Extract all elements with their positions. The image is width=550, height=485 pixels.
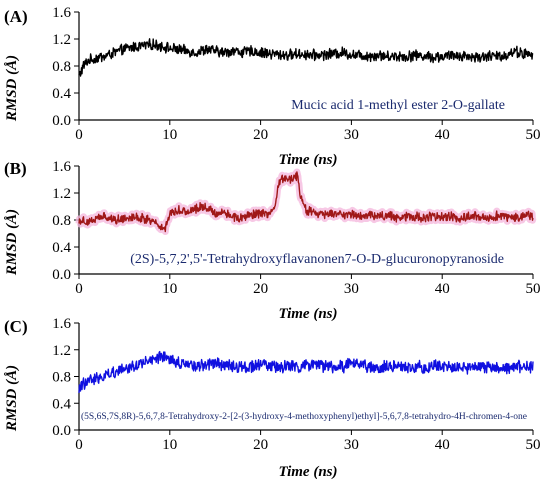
y-tick-label: 1.2 [52,343,71,359]
x-tick-label: 40 [435,437,450,453]
x-tick-label: 20 [253,281,268,297]
y-tick-label: 0.4 [52,396,71,412]
x-tick-label: 0 [75,281,83,297]
x-tick-label: 40 [435,281,450,297]
y-tick-label: 0.4 [52,240,71,256]
x-tick-label: 50 [526,281,541,297]
x-tick-label: 20 [253,127,268,143]
panel-c: (C) RMSD (Å) Time (ns) 0.0 0.4 0.8 1.2 1.6 0 1… [4,316,541,480]
y-tick-label: 0.0 [52,267,71,283]
y-tick-label: 0.0 [52,113,71,129]
x-tick-label: 30 [344,281,359,297]
y-tick-label: 1.6 [52,159,71,175]
y-axis-label-a: RMSD (Å) [4,55,20,122]
series-shade-b [75,168,537,235]
panel-letter-c: (C) [4,317,28,336]
panel-a: (A) RMSD (Å) Time (ns) 0.0 0.4 0.8 1.2 1.6 0 1… [4,5,541,168]
molecule-annotation-c: (5S,6S,7S,8R)-5,6,7,8-Tetrahydroxy-2-[2-… [81,411,527,422]
rmsd-series-line-b [78,171,534,233]
x-axis-label-a: Time (ns) [278,152,337,168]
y-tick-label: 1.6 [52,5,71,21]
x-tick-label: 50 [526,127,541,143]
x-tick-label: 0 [75,127,83,143]
y-tick-label: 1.2 [52,32,71,48]
y-tick-label: 0.4 [52,86,71,102]
y-axis-label-c: RMSD (Å) [4,365,20,432]
y-tick-label: 0.0 [52,423,71,439]
y-tick-label: 1.2 [52,186,71,202]
y-axis-label-b: RMSD (Å) [4,209,20,276]
y-tick-label: 0.8 [52,213,71,229]
x-tick-label: 10 [162,437,177,453]
panel-letter-b: (B) [4,159,27,178]
x-tick-label: 40 [435,127,450,143]
molecule-annotation-b: (2S)-5,7,2',5'-Tetrahydroxyflavanonen7-O… [130,252,504,267]
x-tick-label: 50 [526,437,541,453]
x-tick-label: 30 [344,437,359,453]
x-axis-label-b: Time (ns) [278,306,337,322]
rmsd-series-line-a [78,38,534,77]
y-tick-label: 0.8 [52,370,71,386]
x-tick-label: 30 [344,127,359,143]
x-axis-label-c: Time (ns) [278,464,337,480]
molecule-annotation-a: Mucic acid 1-methyl ester 2-O-gallate [291,98,505,113]
y-tick-label: 0.8 [52,59,71,75]
x-tick-label: 20 [253,437,268,453]
x-tick-label: 10 [162,127,177,143]
y-tick-label: 1.6 [52,316,71,332]
panel-b: (B) RMSD (Å) Time (ns) 0.0 0.4 0.8 1.2 1.6 0 1… [4,159,541,322]
rmsd-series-line-c [78,350,534,393]
x-tick-label: 10 [162,281,177,297]
panel-letter-a: (A) [4,7,28,26]
x-tick-label: 0 [75,437,83,453]
